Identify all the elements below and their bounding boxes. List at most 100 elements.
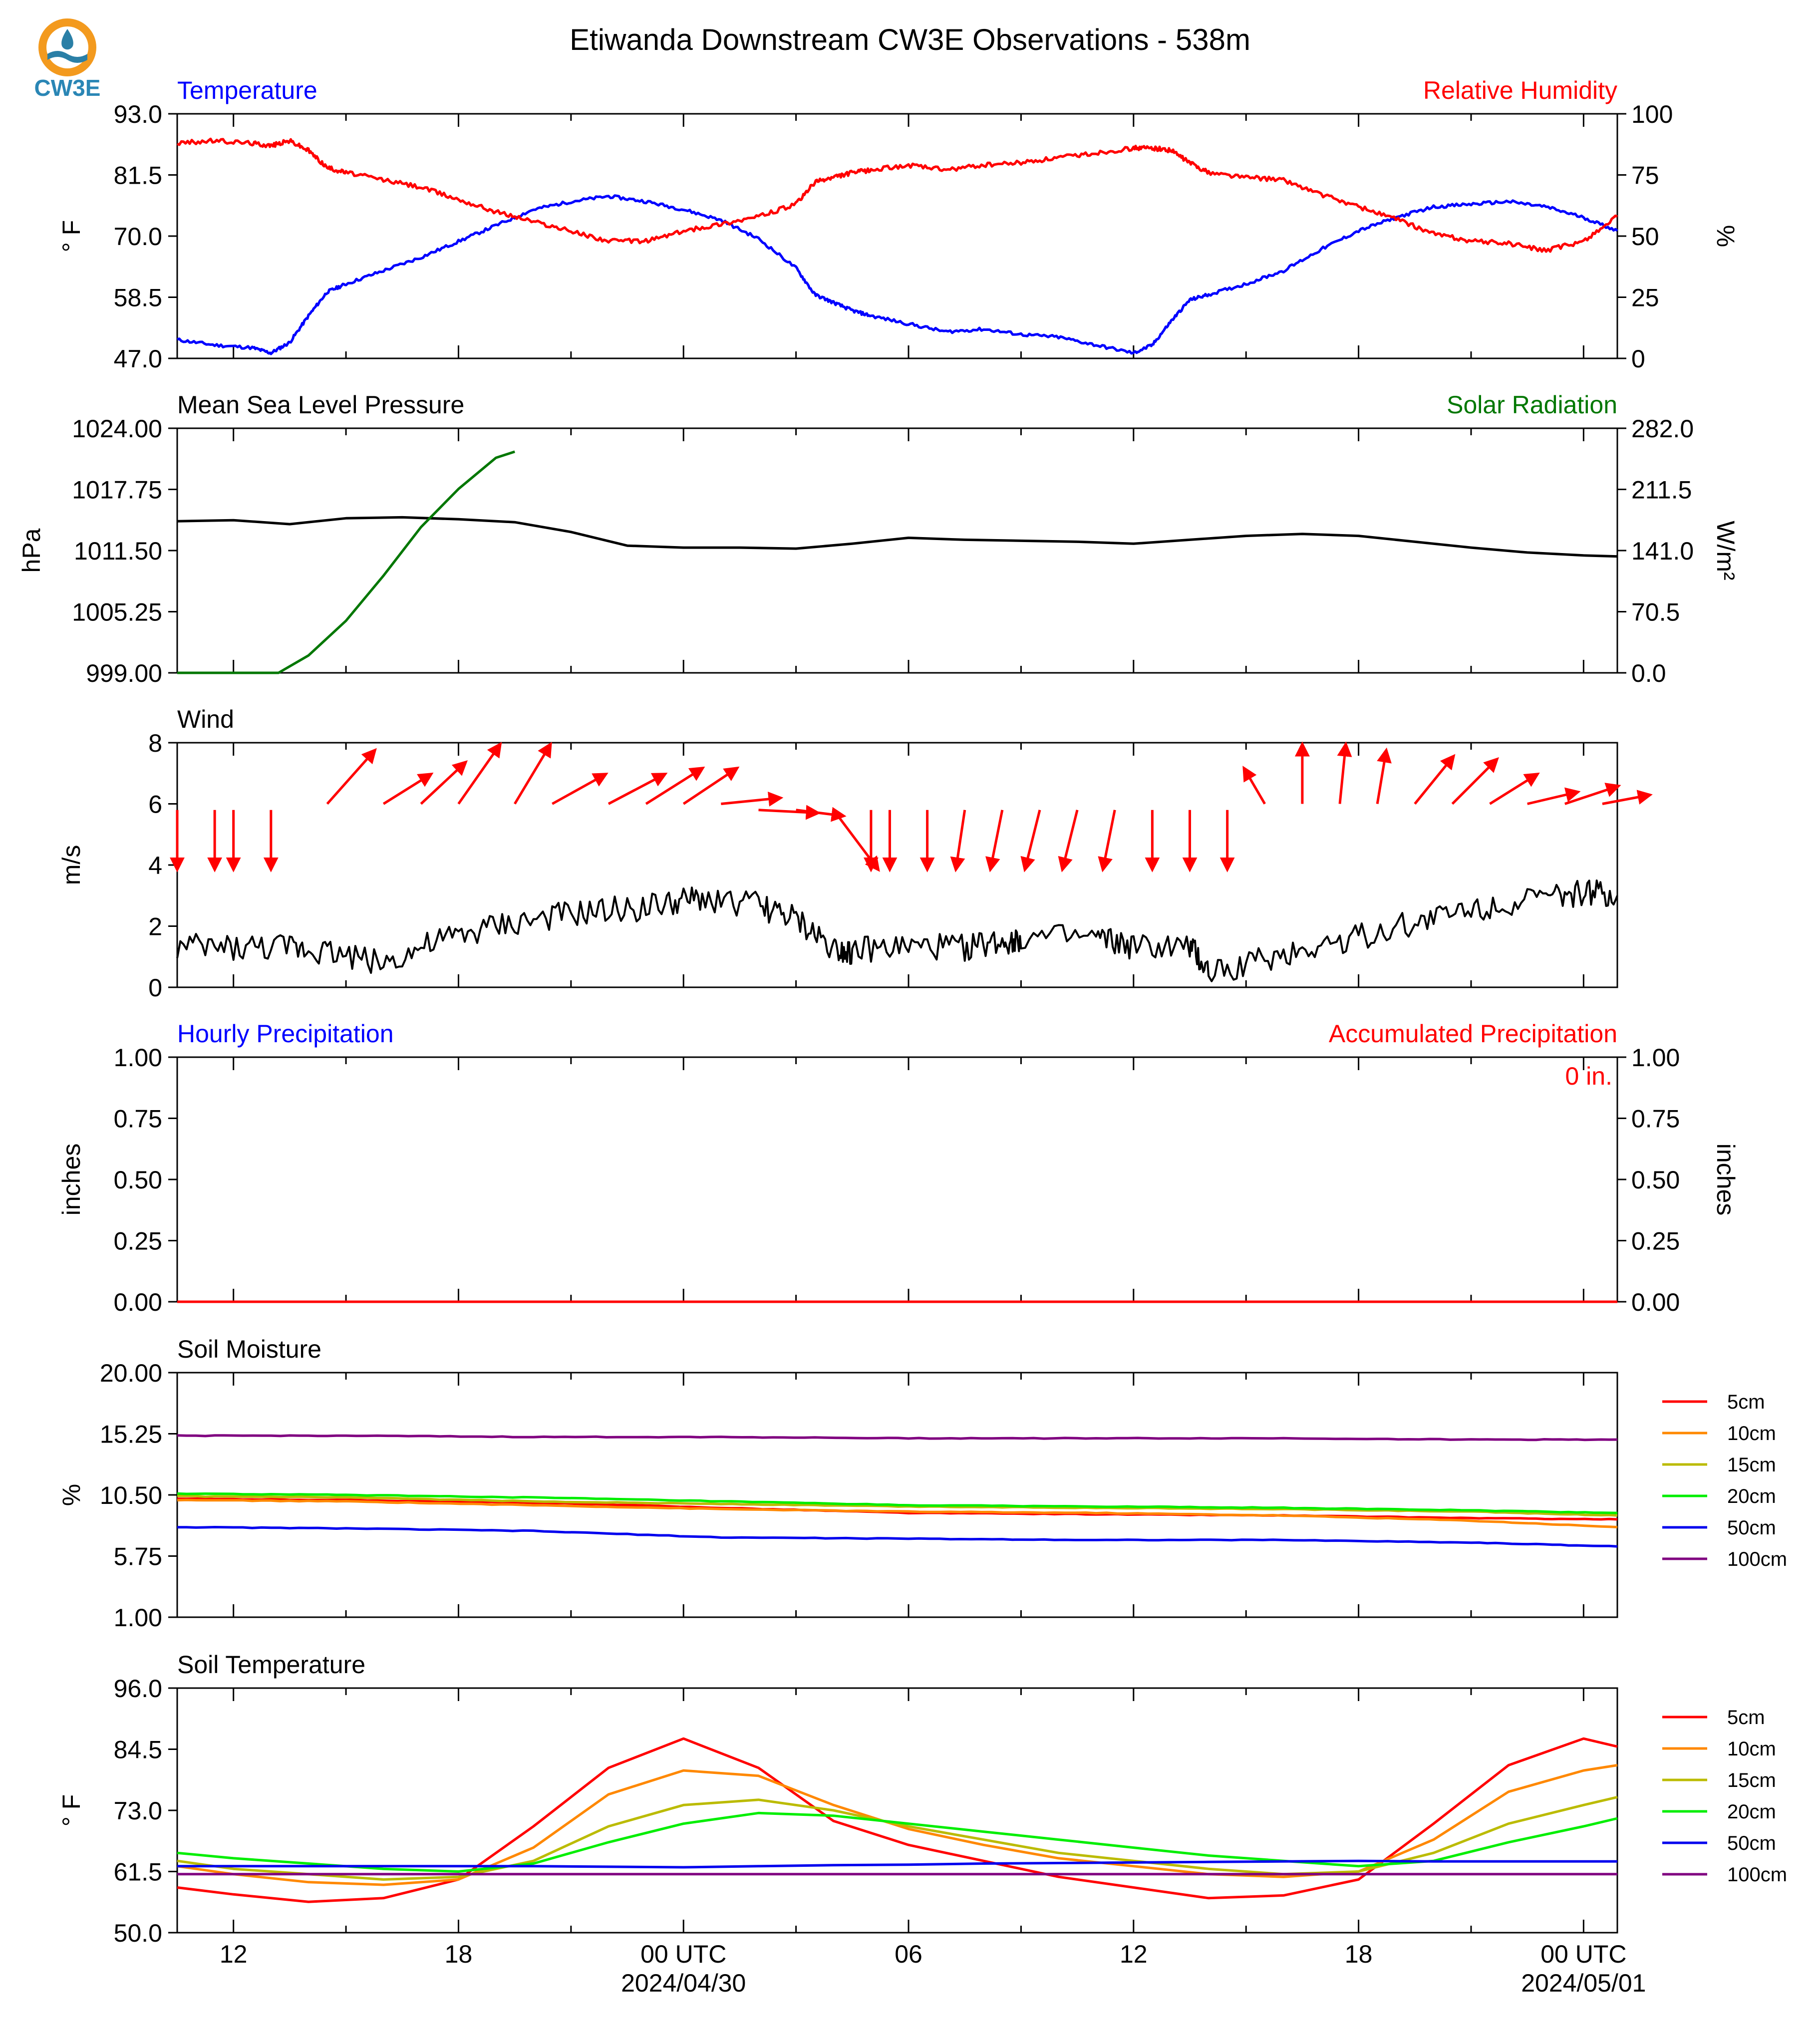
series-line-20cm (177, 1492, 1618, 1514)
y-tick-label-left: 0.50 (114, 1166, 162, 1194)
panel-title-left: Mean Sea Level Pressure (177, 391, 464, 419)
y-tick-label-left: 47.0 (114, 345, 162, 373)
panel-3: 0 2 4 6 8 m/s Wind (57, 705, 1653, 1002)
wind-vector-arrow (382, 772, 434, 805)
y-tick-label-right: 25 (1631, 284, 1659, 312)
panel-1: 47.0 58.5 70.0 81.5 93.0 0 25 50 75 100 ° F % Temper… (57, 76, 1740, 373)
y-tick-label-left: 10.50 (100, 1481, 162, 1509)
panel-title-left: Wind (177, 705, 234, 733)
wind-vector-arrow (721, 792, 784, 807)
y-tick-label-left: 0 (148, 974, 162, 1002)
y-tick-label-left: 15.25 (100, 1421, 162, 1449)
y-axis-label-right: W/m² (1712, 521, 1740, 580)
legend-label: 50cm (1727, 1517, 1776, 1539)
y-tick-label-left: 999.00 (86, 659, 162, 687)
y-tick-label-right: 70.5 (1631, 598, 1680, 626)
series-line-10cm (177, 1764, 1618, 1886)
legend-label: 5cm (1727, 1707, 1765, 1729)
wind-vector-arrow (1376, 747, 1392, 804)
series-line-wind (176, 879, 1618, 982)
y-tick-label-left: 1017.75 (72, 476, 162, 504)
x-date-label: 2024/04/30 (621, 1969, 746, 1997)
y-tick-label-left: 93.0 (114, 100, 162, 128)
wind-vector-arrow (682, 766, 740, 805)
y-tick-label-left: 0.25 (114, 1227, 162, 1255)
legend-label: 100cm (1727, 1864, 1787, 1886)
y-axis-label-left: m/s (57, 845, 85, 885)
y-tick-label-right: 0.00 (1631, 1288, 1680, 1316)
legend-label: 10cm (1727, 1738, 1776, 1760)
accumulated-precip-annotation: 0 in. (1565, 1062, 1612, 1090)
y-tick-label-left: 8 (148, 729, 162, 757)
panel-2: 999.00 1005.25 1011.50 1017.75 1024.00 0.0 70.… (17, 391, 1740, 687)
panel-title-right: Relative Humidity (1423, 76, 1617, 104)
chart-title: Etiwanda Downstream CW3E Observations - … (570, 23, 1250, 56)
series-line-10cm (177, 1498, 1618, 1528)
wind-vector-arrow (1337, 741, 1352, 804)
y-tick-label-left: 1.00 (114, 1604, 162, 1632)
wind-vector-arrow (1058, 810, 1079, 872)
y-tick-label-right: 0 (1631, 345, 1645, 373)
y-tick-label-right: 0.25 (1631, 1227, 1680, 1255)
series-line-100cm (177, 1434, 1618, 1442)
wind-vector-arrow (514, 742, 552, 805)
y-tick-label-right: 211.5 (1631, 476, 1692, 504)
logo-text: CW3E (34, 75, 101, 101)
wind-vector-arrow (420, 760, 468, 805)
legend-label: 15cm (1727, 1769, 1776, 1791)
y-tick-label-right: 1.00 (1631, 1044, 1680, 1072)
panel-5: 1.00 5.75 10.50 15.25 20.00% Soil Moisture 5cm… (57, 1335, 1787, 1632)
legend-label: 5cm (1727, 1391, 1765, 1413)
y-tick-label-left: 0.75 (114, 1105, 162, 1133)
wind-vector-arrow (326, 748, 377, 805)
series-line-mean-sea-level-pressure (177, 516, 1618, 558)
water-drop-icon (61, 29, 73, 50)
legend: 5cm 10cm 15cm 20cm 50cm 100cm (1662, 1391, 1787, 1570)
y-tick-label-right: 0.0 (1631, 659, 1666, 687)
series-line-20cm (177, 1811, 1618, 1873)
wind-vector-arrow (1602, 790, 1653, 805)
y-axis-label-right: % (1712, 225, 1740, 247)
panel-6: 50.0 61.5 73.0 84.5 96.0 ° F Soil Temperature 5… (57, 1651, 1787, 1997)
y-tick-label-left: 84.5 (114, 1736, 162, 1764)
series-line-5cm (177, 1737, 1618, 1903)
x-tick-label: 18 (445, 1940, 473, 1968)
panel-title-left: Hourly Precipitation (177, 1020, 394, 1048)
series-line-50cm (177, 1526, 1618, 1548)
y-axis-label-left: inches (57, 1144, 85, 1216)
x-tick-label: 12 (1120, 1940, 1148, 1968)
x-date-label: 2024/05/01 (1521, 1969, 1646, 1997)
y-tick-label-left: 1011.50 (74, 537, 162, 565)
y-tick-label-right: 75 (1631, 162, 1659, 190)
y-tick-label-left: 1024.00 (72, 415, 162, 443)
wind-vector-arrow (1414, 754, 1456, 805)
wind-vector-arrow (985, 810, 1004, 872)
y-tick-label-left: 50.0 (114, 1919, 162, 1947)
y-tick-label-left: 0.00 (114, 1288, 162, 1316)
cw3e-logo: CW3E (34, 18, 101, 101)
panel-4: 0.00 0.25 0.50 0.75 1.00 0.00 0.25 0.50 0.75 1.00… (57, 1020, 1740, 1316)
y-axis-label-left: % (57, 1484, 85, 1506)
series-line-temperature (177, 194, 1618, 355)
y-tick-label-left: 70.0 (114, 223, 162, 251)
wind-vector-arrow (607, 773, 668, 805)
panel-title-left: Temperature (177, 76, 317, 104)
legend: 5cm 10cm 15cm 20cm 50cm 100cm (1662, 1707, 1787, 1886)
x-tick-label: 00 UTC (640, 1940, 726, 1968)
y-tick-label-left: 20.00 (100, 1359, 162, 1387)
x-tick-label: 18 (1345, 1940, 1373, 1968)
panel-title-left: Soil Moisture (177, 1335, 321, 1363)
y-axis-label-right: inches (1712, 1144, 1740, 1216)
y-tick-label-left: 1005.25 (72, 598, 162, 626)
y-tick-label-right: 282.0 (1631, 415, 1694, 443)
y-tick-label-left: 73.0 (114, 1797, 162, 1825)
x-tick-label: 00 UTC (1540, 1940, 1626, 1968)
x-tick-label: 06 (895, 1940, 922, 1968)
y-tick-label-right: 100 (1631, 100, 1673, 128)
y-axis-label-left: ° F (57, 220, 85, 252)
y-tick-label-left: 2 (148, 913, 162, 941)
y-axis-label-left: hPa (17, 528, 45, 573)
wind-vector-arrow (1489, 772, 1540, 805)
wind-vector-arrow (1564, 783, 1621, 805)
legend-label: 15cm (1727, 1454, 1776, 1476)
